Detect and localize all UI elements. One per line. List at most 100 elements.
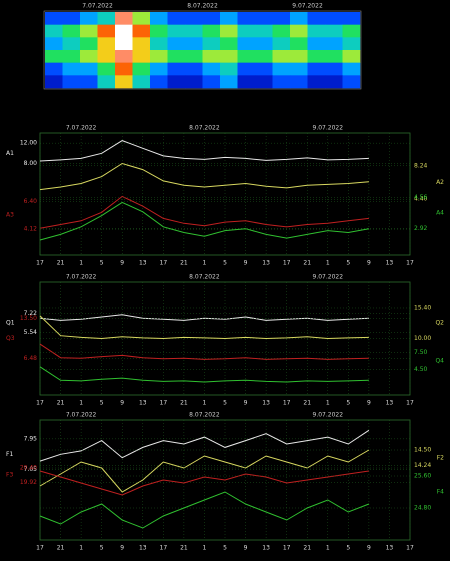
x-tick-label: 9 [367, 260, 371, 267]
heatmap-cell [150, 62, 168, 76]
y-tick-label: 5.54 [24, 329, 38, 336]
x-tick-label: 1 [326, 260, 330, 267]
x-tick-label: 21 [303, 260, 311, 267]
heatmap-cell [325, 24, 343, 38]
x-tick-label: 5 [223, 400, 227, 407]
heatmap-cell [132, 75, 151, 89]
x-tick-label: 5 [223, 545, 227, 552]
series-label: Q2 [435, 320, 444, 327]
heatmap-cell [307, 37, 326, 51]
heatmap-cell [202, 62, 221, 76]
heatmap-cell [325, 12, 343, 25]
x-tick-label: 9 [367, 545, 371, 552]
x-tick-label: 1 [203, 400, 207, 407]
x-tick-label: 9 [244, 260, 248, 267]
x-tick-label: 5 [223, 260, 227, 267]
heatmap-cell [45, 12, 63, 25]
x-tick-label: 1 [79, 545, 83, 552]
heatmap-cell [342, 12, 361, 25]
y-tick-label: 8.00 [24, 160, 38, 167]
heatmap-cell [62, 75, 81, 89]
x-tick-label: 21 [57, 260, 65, 267]
series-line [39, 429, 370, 462]
heatmap-cell [167, 37, 186, 51]
heatmap-cell [290, 37, 308, 51]
heatmap-cell [45, 24, 63, 38]
series-label: F3 [6, 472, 13, 479]
date-label: 8.07.2022 [189, 412, 220, 419]
heatmap-cell [115, 50, 133, 63]
heatmap-cell [220, 37, 238, 51]
y-tick-label: 20.40 [20, 465, 37, 472]
heatmap-cell [80, 62, 98, 76]
heatmap-cell [290, 12, 308, 25]
series-line [39, 314, 369, 321]
heatmap-cell [167, 12, 186, 25]
heatmap-cell [307, 12, 326, 25]
heatmap-cell [237, 37, 256, 51]
y-tick-label: 7.95 [24, 435, 38, 442]
x-tick-label: 17 [160, 260, 168, 267]
heatmap-cell [202, 12, 221, 25]
y-tick-label: 8.24 [414, 162, 428, 169]
x-tick-label: 17 [406, 400, 414, 407]
heatmap-cell [220, 12, 238, 25]
heatmap-cell [97, 12, 116, 25]
heatmap-cell [255, 62, 273, 76]
x-tick-label: 13 [262, 545, 270, 552]
heatmap-cell [167, 24, 186, 38]
x-tick-label: 9 [120, 545, 124, 552]
series-line [39, 491, 370, 529]
heatmap-cell [220, 50, 238, 63]
date-label: 8.07.2022 [187, 3, 218, 10]
heatmap-cell [290, 75, 308, 89]
y-tick-label: 4.12 [24, 226, 38, 233]
x-tick-label: 5 [346, 545, 350, 552]
series-label: F1 [6, 451, 13, 458]
y-tick-label: 6.48 [24, 355, 38, 362]
heatmap-cell [237, 50, 256, 63]
y-tick-label: 7.50 [414, 349, 428, 356]
x-tick-label: 21 [180, 545, 188, 552]
heatmap-cell [97, 50, 116, 63]
heatmap-cell [237, 24, 256, 38]
heatmap-cell [150, 75, 168, 89]
heatmap-cell [115, 12, 133, 25]
x-tick-label: 17 [36, 545, 44, 552]
series-line [39, 195, 369, 229]
y-tick-label: 10.00 [414, 335, 431, 342]
heatmap-cell [202, 37, 221, 51]
heatmap-cell [80, 24, 98, 38]
heatmap-cell [272, 37, 291, 51]
x-tick-label: 13 [139, 545, 147, 552]
heatmap-cell [307, 75, 326, 89]
series-line [39, 470, 369, 496]
x-tick-label: 13 [262, 260, 270, 267]
x-tick-label: 17 [406, 260, 414, 267]
x-tick-label: 9 [120, 260, 124, 267]
heatmap-cell [272, 12, 291, 25]
heatmap-cell [62, 12, 81, 25]
heatmap-cell [272, 50, 291, 63]
heatmap-cell [115, 24, 133, 38]
heatmap-cell [202, 75, 221, 89]
heatmap-cell [307, 24, 326, 38]
x-tick-label: 17 [160, 545, 168, 552]
series-label: Q3 [6, 335, 15, 342]
x-tick-label: 13 [386, 260, 394, 267]
x-tick-label: 17 [160, 400, 168, 407]
heatmap-cell [202, 50, 221, 63]
heatmap-cell [342, 75, 361, 89]
date-label: 7.07.2022 [66, 412, 97, 419]
heatmap-cell [45, 62, 63, 76]
series-line [39, 366, 369, 383]
heatmap-cell [97, 37, 116, 51]
heatmap-cell [115, 62, 133, 76]
heatmap-cell [62, 62, 81, 76]
x-tick-label: 13 [139, 400, 147, 407]
date-label: 7.07.2022 [66, 274, 97, 281]
date-label: 9.07.2022 [313, 125, 344, 132]
heatmap-cell [167, 62, 186, 76]
x-tick-label: 17 [36, 400, 44, 407]
x-tick-label: 9 [244, 400, 248, 407]
